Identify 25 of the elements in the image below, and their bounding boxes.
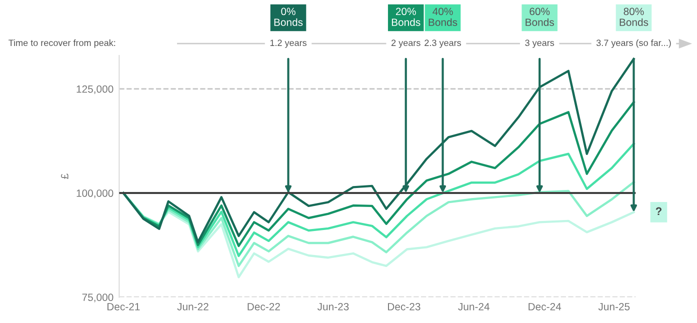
text: 80% Bonds xyxy=(620,8,648,26)
x-tick-label: Dec-23 xyxy=(388,302,420,310)
x-tick-label: Dec-24 xyxy=(528,302,562,310)
annotation: 3 years xyxy=(525,40,554,48)
y-axis-title: £ xyxy=(60,174,68,179)
x-tick-label: Dec-22 xyxy=(248,302,280,310)
y-tick-label: 75,000 xyxy=(82,294,114,302)
x-tick-label: Jun-23 xyxy=(317,302,349,310)
text: 0% Bonds xyxy=(274,8,303,26)
annotation: 2 years xyxy=(392,40,420,48)
annotation: 2.3 years xyxy=(424,40,461,48)
text: Time to recover from peak: xyxy=(8,39,116,48)
annotation: ? xyxy=(656,207,662,216)
y-tick-label: 125,000 xyxy=(76,85,114,94)
x-tick-label: Jun-22 xyxy=(177,302,208,310)
line-series xyxy=(122,58,635,244)
x-tick-label: Jun-25 xyxy=(598,302,630,310)
text: 40% Bonds xyxy=(428,8,458,26)
x-tick-label: Jun-24 xyxy=(458,302,490,310)
text: 20% Bonds xyxy=(392,8,420,26)
annotation: 3.7 years (so far...) xyxy=(596,39,671,48)
y-tick-label: 100,000 xyxy=(76,190,114,198)
annotation: 1.2 years xyxy=(270,40,307,48)
text: 60% Bonds xyxy=(526,8,554,26)
x-tick-label: Dec-21 xyxy=(107,302,140,310)
